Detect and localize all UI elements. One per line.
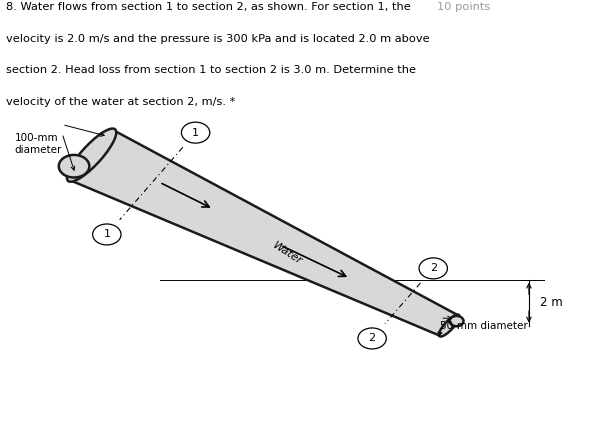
Polygon shape xyxy=(70,130,458,336)
Circle shape xyxy=(93,224,121,245)
Text: Water: Water xyxy=(271,240,304,267)
Circle shape xyxy=(358,328,387,349)
Text: velocity is 2.0 m/s and the pressure is 300 kPa and is located 2.0 m above: velocity is 2.0 m/s and the pressure is … xyxy=(6,34,430,44)
Text: 10 points: 10 points xyxy=(437,2,491,12)
Text: 1: 1 xyxy=(103,229,111,239)
Text: 2: 2 xyxy=(369,333,376,343)
Text: 2 m: 2 m xyxy=(540,296,562,309)
Text: section 2. Head loss from section 1 to section 2 is 3.0 m. Determine the: section 2. Head loss from section 1 to s… xyxy=(6,65,416,75)
Text: 2: 2 xyxy=(430,264,437,274)
Text: 100-mm
diameter: 100-mm diameter xyxy=(15,133,62,155)
Text: 50-mm diameter: 50-mm diameter xyxy=(440,321,528,330)
Circle shape xyxy=(419,258,447,279)
Ellipse shape xyxy=(439,315,459,336)
Circle shape xyxy=(59,155,89,177)
Circle shape xyxy=(450,316,463,326)
Text: 1: 1 xyxy=(192,128,199,138)
Text: 8. Water flows from section 1 to section 2, as shown. For section 1, the: 8. Water flows from section 1 to section… xyxy=(6,2,411,12)
Circle shape xyxy=(181,122,210,143)
Ellipse shape xyxy=(67,128,116,182)
Text: velocity of the water at section 2, m/s. *: velocity of the water at section 2, m/s.… xyxy=(6,97,235,107)
